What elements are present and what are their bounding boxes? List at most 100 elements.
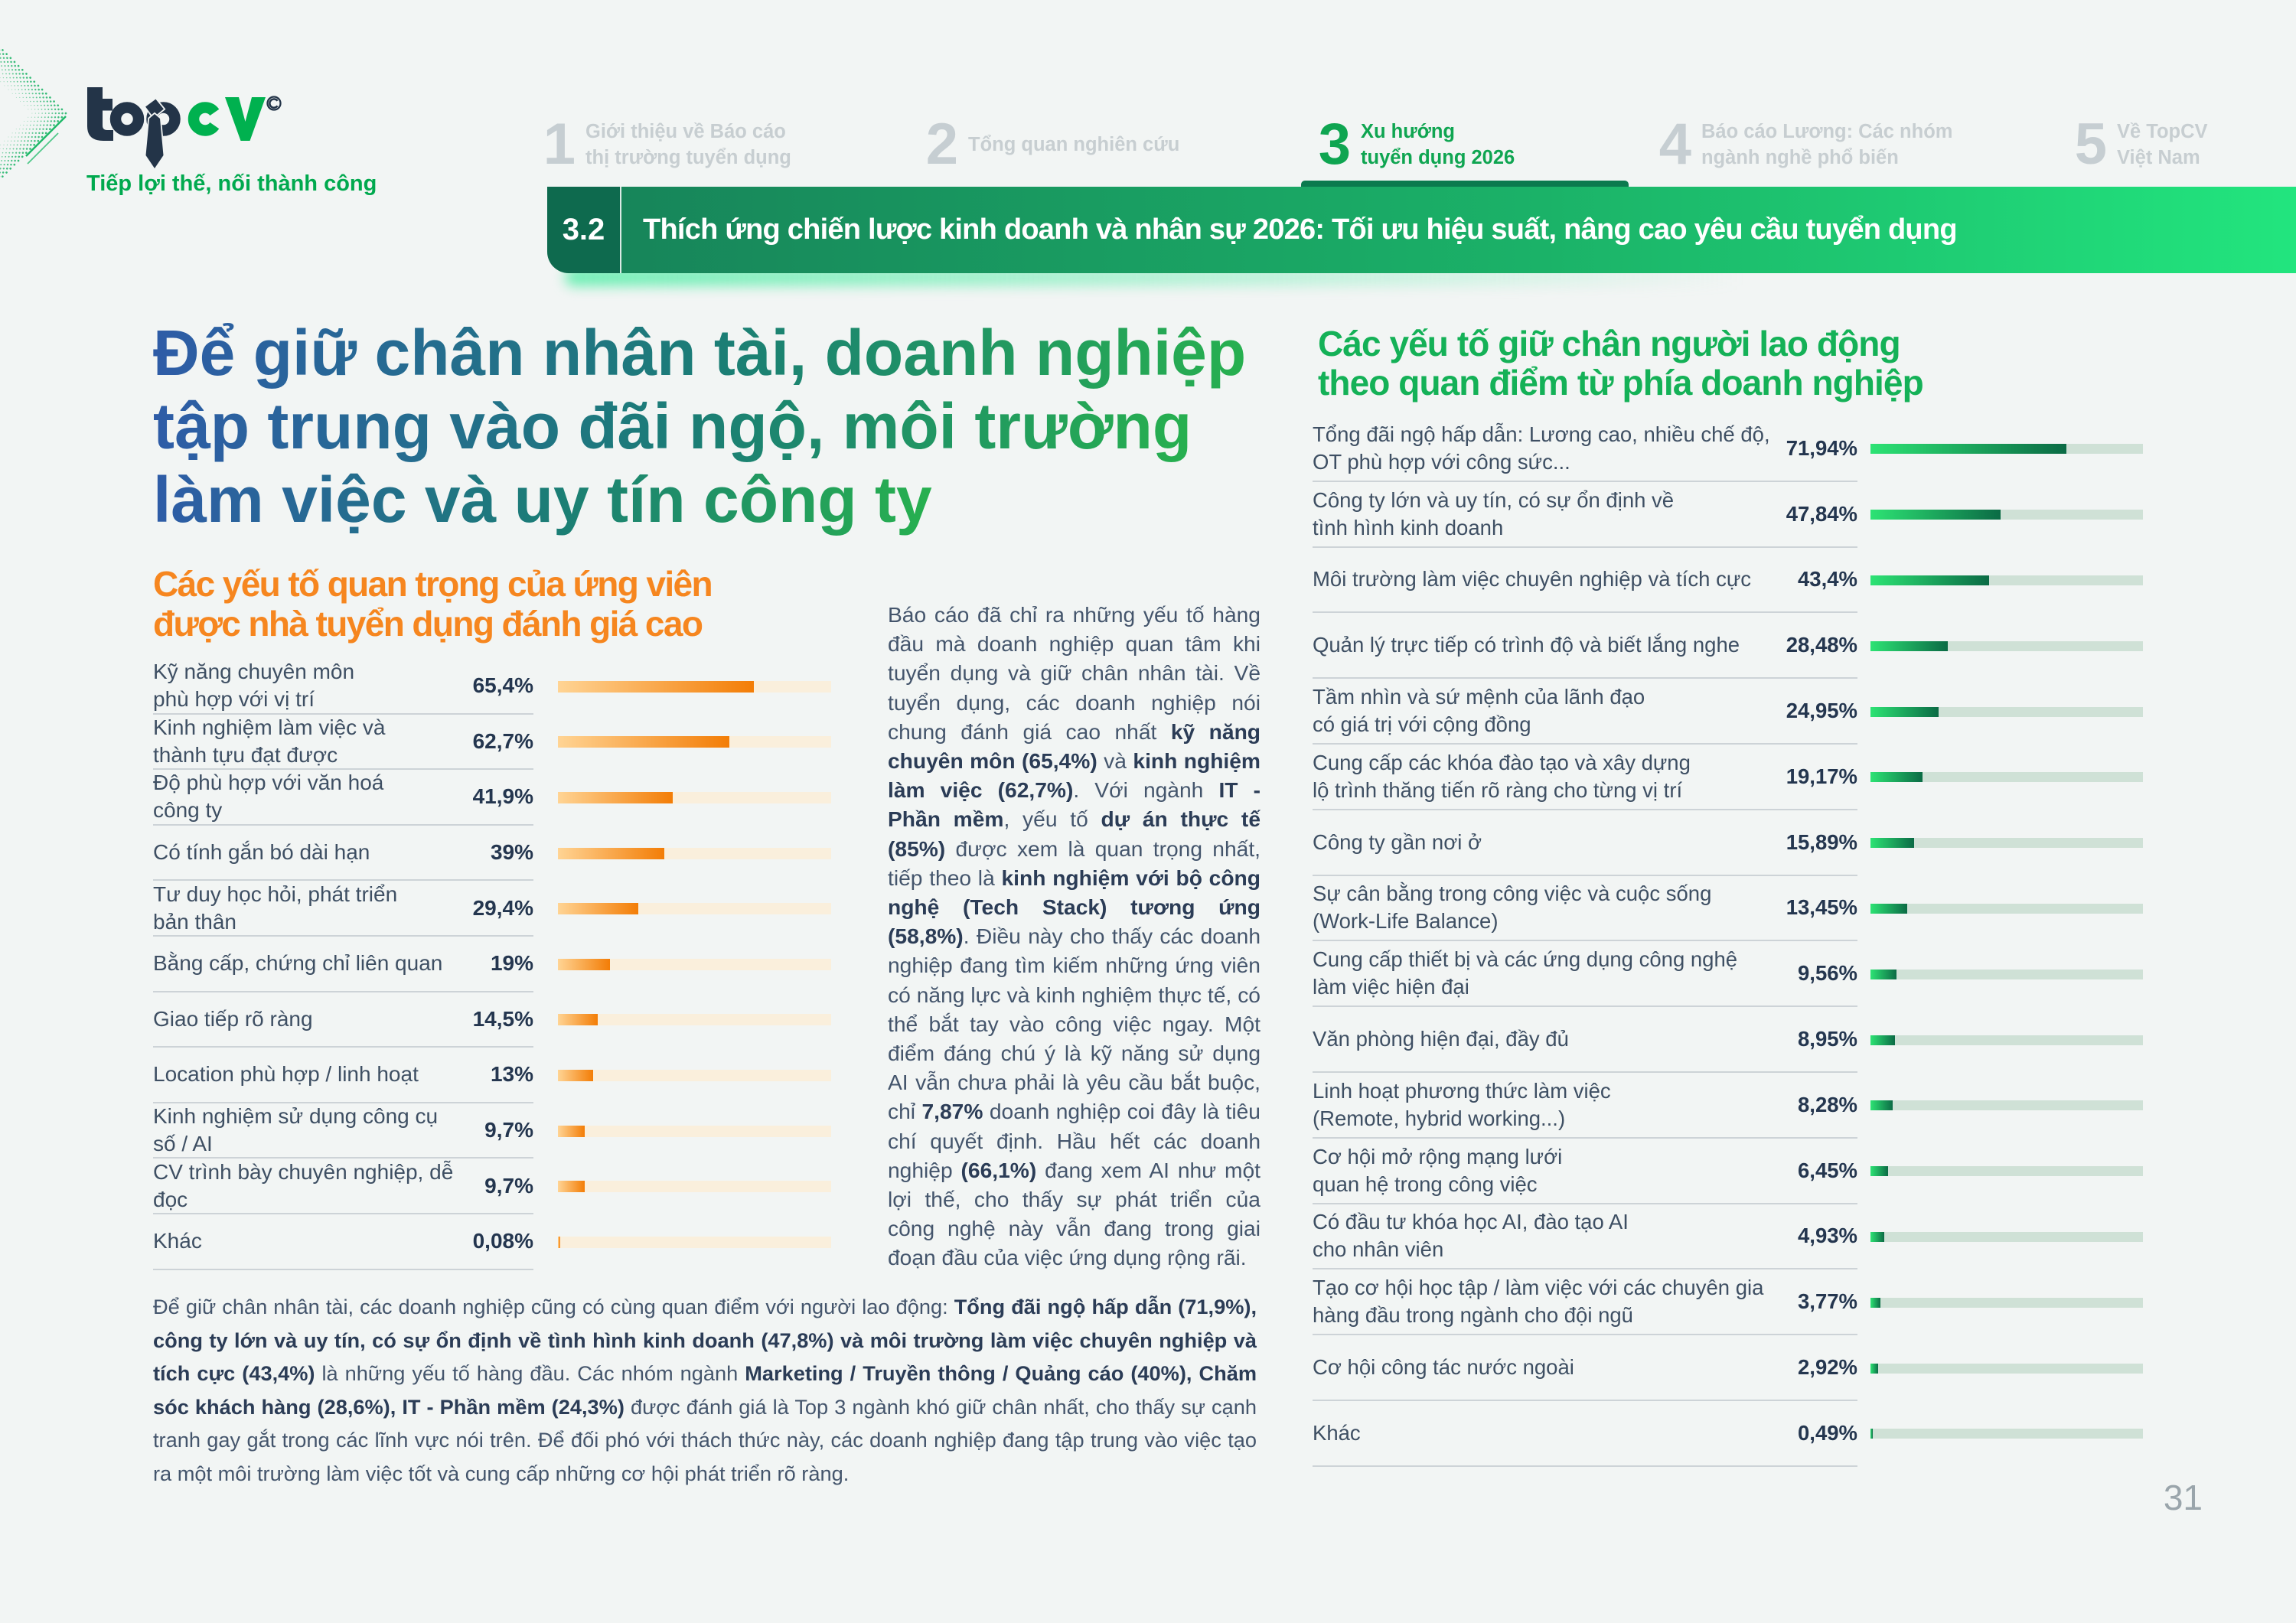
chart-row-text: Công ty lớn và uy tín, có sự ổn định về … <box>1313 482 1857 548</box>
chart-row-bar-fill <box>1870 772 1923 783</box>
chart-row-bar-fill <box>558 680 755 693</box>
chart-row-bar-fill <box>558 1125 585 1137</box>
chart-row-text: CV trình bày chuyên nghiệp, dễ đọc 9,7% <box>153 1159 533 1214</box>
headline-line-2: tập trung vào đãi ngộ, môi trường <box>153 390 1192 462</box>
chart-row-value: 29,4% <box>472 895 533 920</box>
chart-row-label: Bằng cấp, chứng chỉ liên quan <box>153 951 443 976</box>
chart-row-bar-fill <box>1870 903 1907 914</box>
chart-row-label: Cơ hội công tác nước ngoài <box>1313 1355 1574 1380</box>
chart-row-value: 19% <box>490 951 533 976</box>
chart-row-text: Linh hoạt phương thức làm việc (Remote, … <box>1313 1073 1857 1139</box>
nav-item-number: 4 <box>1658 112 1691 177</box>
chart-row-label: Khác <box>1313 1420 1361 1445</box>
chart-row-value: 8,95% <box>1798 1027 1857 1051</box>
chart-row-bar-fill <box>558 791 673 803</box>
chart-row-bar-fill <box>1870 969 1897 979</box>
chart-row-bar-track <box>1870 772 2143 783</box>
chart-row-value: 9,56% <box>1798 961 1857 986</box>
chart-row-label: Kinh nghiệm làm việc và thành tựu đạt đư… <box>153 715 386 767</box>
chart-row-text: Cung cấp thiết bị và các ứng dụng công n… <box>1313 941 1857 1008</box>
section-banner-title: Thích ứng chiến lược kinh doanh và nhân … <box>643 213 1958 246</box>
chart-row-bar-track <box>558 736 831 748</box>
chart-row-bar-fill <box>558 1181 585 1193</box>
chart-row: Cung cấp thiết bị và các ứng dụng công n… <box>1313 941 2143 1008</box>
nav-item-1[interactable]: 1 Giới thiệu về Báo cáo thị trường tuyển… <box>533 112 791 177</box>
chevron-pattern-decoration <box>0 46 67 181</box>
left-bar-chart: Kỹ năng chuyên môn phù hợp với vị trí 65… <box>153 659 831 1270</box>
chart-row-bar-fill <box>558 847 665 859</box>
chart-row-label: Khác <box>153 1229 202 1253</box>
chart-row-bar-track <box>558 791 831 803</box>
chart-row-value: 15,89% <box>1786 829 1857 854</box>
chart-row-bar-track <box>558 1236 831 1248</box>
chart-row-label: Linh hoạt phương thức làm việc (Remote, … <box>1313 1078 1611 1130</box>
nav-item-2[interactable]: 2 Tổng quan nghiên cứu <box>915 116 1180 174</box>
chart-row-bar-fill <box>1870 510 2001 520</box>
page-number: 31 <box>2163 1478 2203 1517</box>
nav-item-label: Tổng quan nghiên cứu <box>968 134 1180 155</box>
right-chart-title: Các yếu tố giữ chân người lao động theo … <box>1318 324 1924 402</box>
chart-row-bar-track <box>558 680 831 693</box>
chart-row-value: 4,93% <box>1798 1224 1857 1248</box>
chart-row-text: Kinh nghiệm làm việc và thành tựu đạt đư… <box>153 715 533 771</box>
nav-item-5[interactable]: 5 Về TopCV Việt Nam <box>2064 112 2208 177</box>
chart-row: Linh hoạt phương thức làm việc (Remote, … <box>1313 1073 2143 1139</box>
chart-row-text: Tổng đãi ngộ hấp dẫn: Lương cao, nhiều c… <box>1313 416 1857 482</box>
chart-row-bar-track <box>1870 1429 2143 1439</box>
chart-row-text: Tư duy học hỏi, phát triển bản thân 29,4… <box>153 881 533 937</box>
chart-row-bar-track <box>1870 1035 2143 1045</box>
chart-row-text: Văn phòng hiện đại, đầy đủ 8,95% <box>1313 1007 1857 1073</box>
bottom-paragraph: Để giữ chân nhân tài, các doanh nghiệp c… <box>153 1295 1257 1485</box>
nav-item-label: Xu hướng tuyển dụng 2026 <box>1361 121 1515 168</box>
chart-row-bar-track <box>1870 510 2143 520</box>
chart-row-text: Tạo cơ hội học tập / làm việc với các ch… <box>1313 1269 1857 1336</box>
headline-line-1: Để giữ chân nhân tài, doanh nghiệp <box>153 317 1247 389</box>
chart-row-bar-track <box>1870 706 2143 717</box>
chart-row: Độ phù hợp với văn hoá công ty 41,9% <box>153 770 831 826</box>
chart-row-bar-fill <box>1870 1363 1879 1374</box>
chart-row-bar-fill <box>1870 1035 1895 1045</box>
chart-row-label: Tầm nhìn và sứ mệnh của lãnh đạo có giá … <box>1313 685 1645 737</box>
chart-row-bar-track <box>1870 903 2143 914</box>
right-bar-chart: Tổng đãi ngộ hấp dẫn: Lương cao, nhiều c… <box>1313 416 2143 1467</box>
left-chart-title: Các yếu tố quan trọng của ứng viên được … <box>153 564 713 644</box>
chart-row: Tư duy học hỏi, phát triển bản thân 29,4… <box>153 881 831 937</box>
chart-row-label: Cơ hội mở rộng mạng lưới quan hệ trong c… <box>1313 1144 1563 1196</box>
chart-row-bar-track <box>1870 1363 2143 1374</box>
chart-row-bar-track <box>1870 575 2143 585</box>
chart-row-bar-track <box>1870 969 2143 979</box>
chart-row-value: 2,92% <box>1798 1355 1857 1380</box>
chart-row-label: Tư duy học hỏi, phát triển bản thân <box>153 882 398 934</box>
chart-row: Location phù hợp / linh hoạt 13% <box>153 1048 831 1103</box>
chart-row-value: 0,49% <box>1798 1420 1857 1445</box>
chart-row-value: 65,4% <box>472 673 533 698</box>
chart-row: Bằng cấp, chứng chỉ liên quan 19% <box>153 937 831 992</box>
chart-row-text: Môi trường làm việc chuyên nghiệp và tíc… <box>1313 548 1857 614</box>
nav-item-4[interactable]: 4 Báo cáo Lương: Các nhóm ngành nghề phổ… <box>1649 112 1953 177</box>
chart-row-bar-fill <box>1870 706 1939 717</box>
chart-row-label: Sự cân bằng trong công việc và cuộc sống… <box>1313 882 1712 934</box>
chart-row-text: Tầm nhìn và sứ mệnh của lãnh đạo có giá … <box>1313 679 1857 745</box>
chart-row-label: Môi trường làm việc chuyên nghiệp và tíc… <box>1313 567 1752 592</box>
chart-row-label: Có đầu tư khóa học AI, đào tạo AI cho nh… <box>1313 1210 1629 1262</box>
chart-row-label: Công ty gần nơi ở <box>1313 829 1482 854</box>
chart-row-label: Cung cấp các khóa đào tạo và xây dựng lộ… <box>1313 750 1691 802</box>
chart-row: CV trình bày chuyên nghiệp, dễ đọc 9,7% <box>153 1159 831 1214</box>
chart-row: Sự cân bằng trong công việc và cuộc sống… <box>1313 876 2143 942</box>
chart-row-label: CV trình bày chuyên nghiệp, dễ đọc <box>153 1159 454 1211</box>
chart-row-text: Location phù hợp / linh hoạt 13% <box>153 1048 533 1103</box>
nav-item-number: 5 <box>2074 112 2107 177</box>
chart-row-label: Kỹ năng chuyên môn phù hợp với vị trí <box>153 660 355 712</box>
chart-row-text: Có đầu tư khóa học AI, đào tạo AI cho nh… <box>1313 1204 1857 1270</box>
nav-item-3[interactable]: 3 Xu hướng tuyển dụng 2026 <box>1308 112 1515 177</box>
chart-row-value: 13% <box>490 1062 533 1087</box>
chart-row: Cung cấp các khóa đào tạo và xây dựng lộ… <box>1313 745 2143 810</box>
chart-row: Kỹ năng chuyên môn phù hợp với vị trí 65… <box>153 659 831 715</box>
chart-row-label: Văn phòng hiện đại, đầy đủ <box>1313 1027 1569 1051</box>
chart-row-bar-fill <box>1870 1166 1888 1177</box>
nav-item-number: 1 <box>543 112 576 177</box>
nav-item-number: 3 <box>1318 112 1351 177</box>
chart-row-value: 43,4% <box>1798 567 1857 592</box>
chart-row-bar-track <box>1870 640 2143 651</box>
